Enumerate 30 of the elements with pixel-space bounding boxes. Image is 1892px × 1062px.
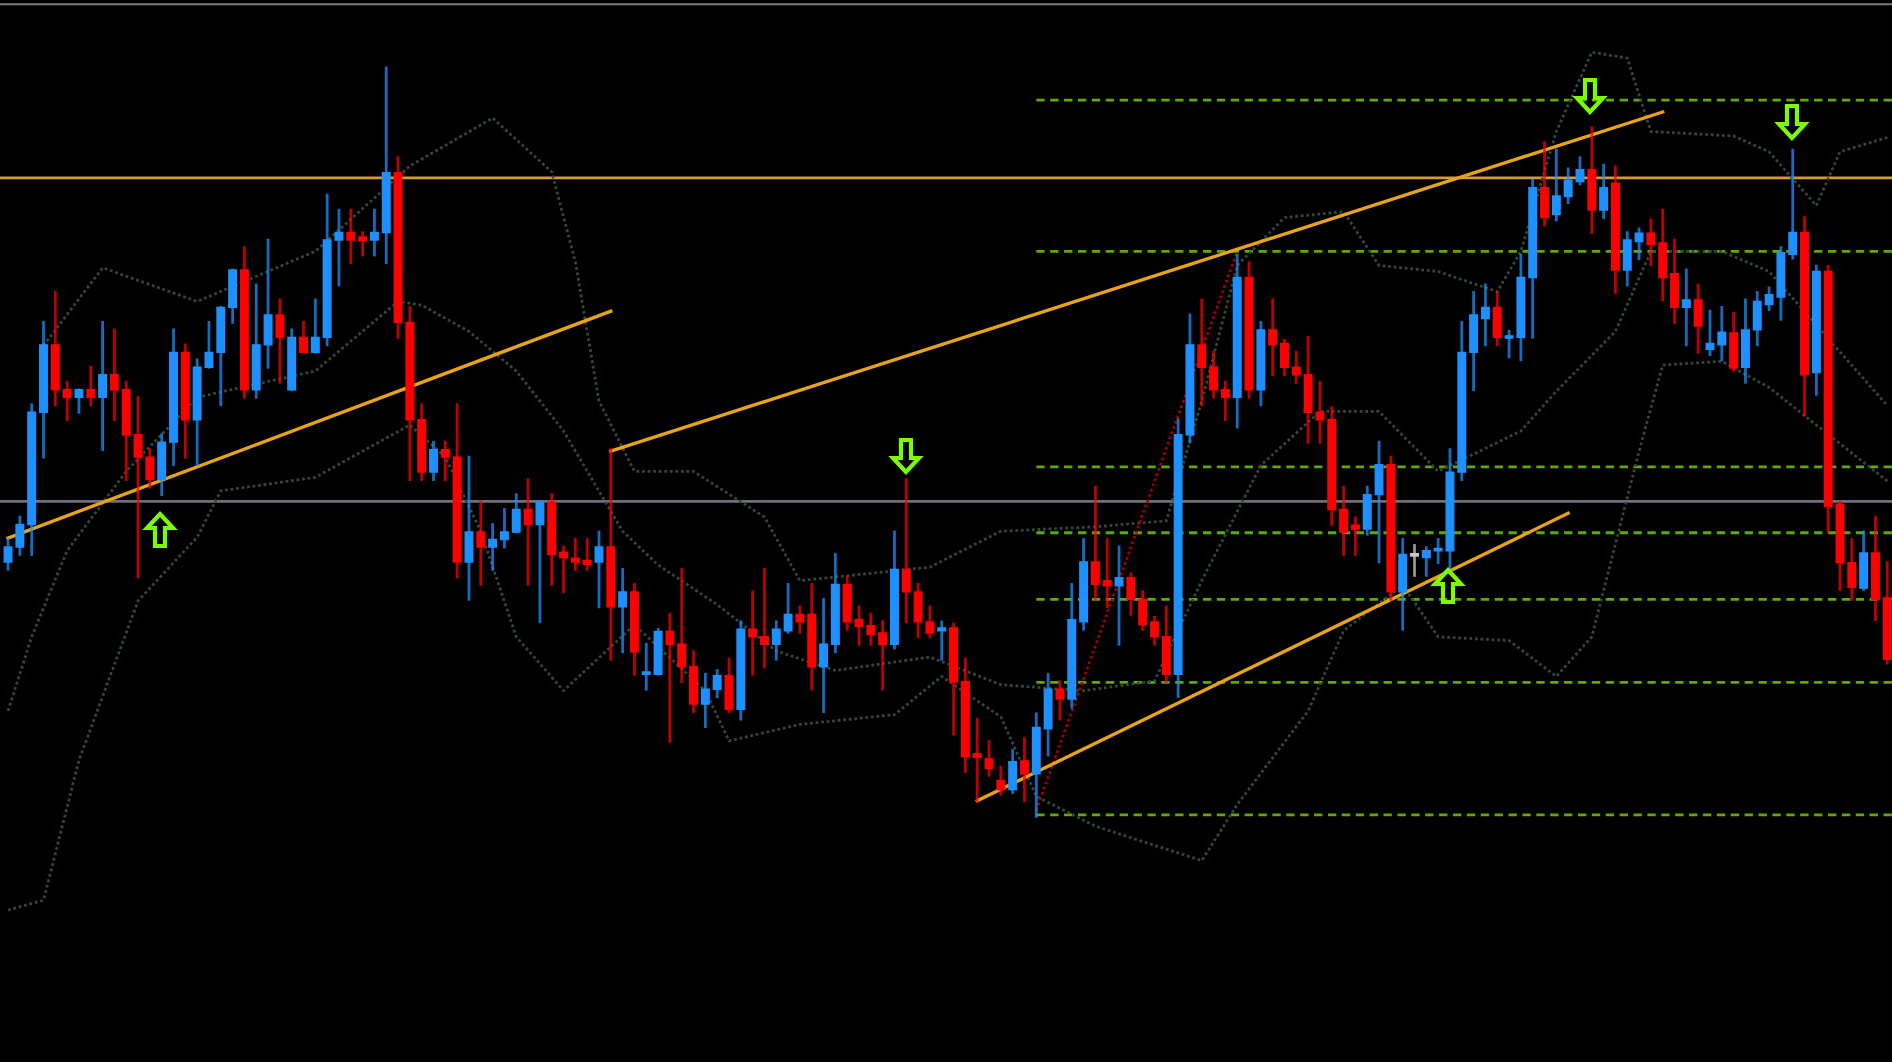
candlestick	[1020, 737, 1029, 803]
candlestick	[984, 740, 994, 777]
candlestick	[618, 568, 628, 654]
candlestick	[535, 500, 545, 624]
candlestick	[1693, 283, 1703, 354]
candlestick	[74, 388, 84, 414]
candlestick	[1729, 312, 1739, 372]
candlestick	[464, 455, 474, 601]
candlestick	[1859, 530, 1869, 592]
candlestick	[937, 620, 947, 661]
candlestick	[1587, 126, 1597, 234]
candlestick	[1398, 538, 1408, 631]
candlestick	[1114, 545, 1124, 646]
candlestick	[594, 530, 604, 609]
candlestick	[476, 500, 486, 586]
candlestick	[86, 365, 96, 407]
candlestick	[1681, 268, 1691, 347]
candlestick	[98, 321, 108, 452]
candlestick	[1410, 544, 1419, 577]
candlestick	[299, 321, 308, 354]
candlestick	[1055, 680, 1065, 721]
candlestick	[1492, 291, 1502, 347]
candlestick	[523, 478, 533, 586]
candlestick	[275, 298, 285, 384]
candlestick	[1008, 749, 1018, 794]
candlestick	[996, 765, 1006, 796]
candlestick	[429, 440, 439, 481]
candlestick	[1599, 163, 1609, 219]
candlestick	[1540, 141, 1549, 227]
candlestick	[724, 657, 734, 714]
